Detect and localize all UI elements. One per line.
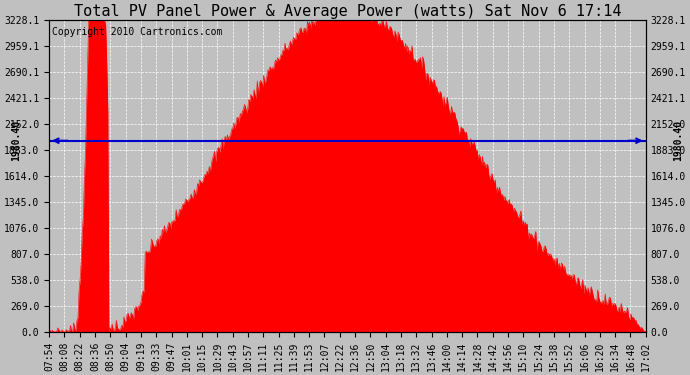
Title: Total PV Panel Power & Average Power (watts) Sat Nov 6 17:14: Total PV Panel Power & Average Power (wa…: [74, 4, 621, 19]
Text: 1980.40: 1980.40: [673, 120, 684, 161]
Text: Copyright 2010 Cartronics.com: Copyright 2010 Cartronics.com: [52, 27, 222, 36]
Text: 1980.40: 1980.40: [11, 120, 21, 161]
